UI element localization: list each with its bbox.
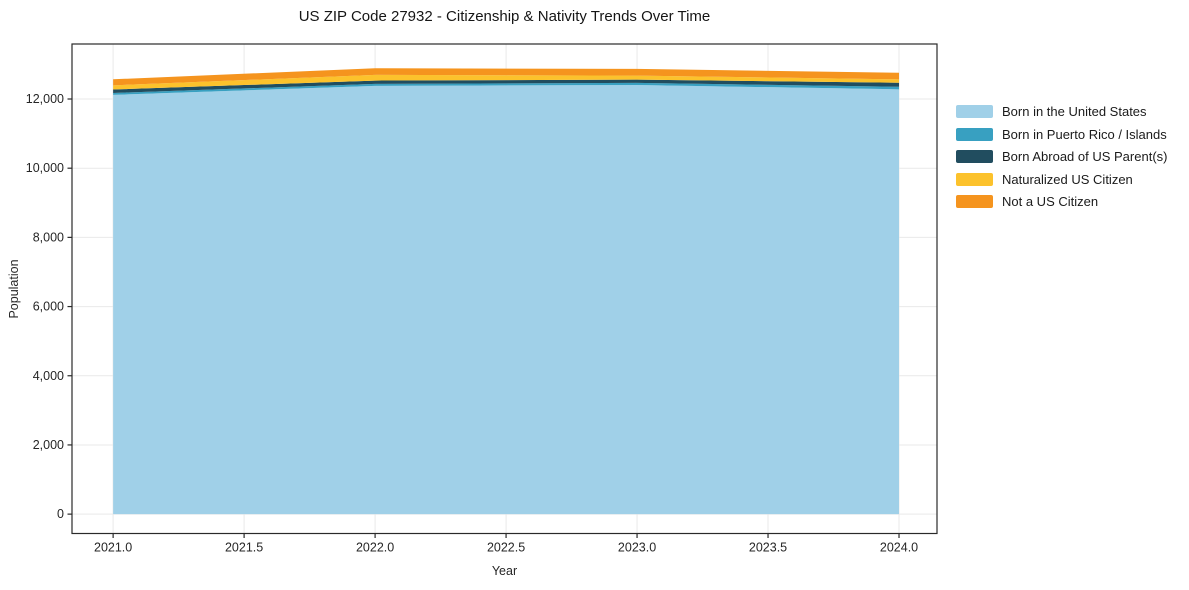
area-series-4 <box>113 68 900 86</box>
legend-swatch-born-abroad <box>956 150 993 163</box>
y-tick-label: 0 <box>57 507 64 521</box>
x-tick-label: 2023.5 <box>749 540 787 554</box>
y-tick-label: 2,000 <box>33 438 64 452</box>
area-series-1 <box>113 82 900 95</box>
legend-item-not-citizen: Not a US Citizen <box>956 194 1167 209</box>
x-tick-label: 2024.0 <box>880 540 918 554</box>
chart-title: US ZIP Code 27932 - Citizenship & Nativi… <box>298 8 711 25</box>
y-tick-label: 4,000 <box>33 369 64 383</box>
area-series-2 <box>113 79 900 93</box>
y-tick-label: 8,000 <box>33 230 64 244</box>
legend-item-born-pr: Born in Puerto Rico / Islands <box>956 126 1167 142</box>
legend-label: Naturalized US Citizen <box>1002 171 1133 187</box>
area-series-0 <box>113 84 900 515</box>
y-tick-label: 6,000 <box>33 300 64 314</box>
legend-swatch-born-us <box>956 105 993 118</box>
x-tick-label: 2023.0 <box>618 540 656 554</box>
x-tick-label: 2022.5 <box>487 540 525 554</box>
legend-item-born-us: Born in the United States <box>956 104 1167 119</box>
plot-border <box>71 43 938 535</box>
legend-swatch-not-citizen <box>956 195 993 208</box>
area-series-3 <box>113 74 900 90</box>
x-axis-label: Year <box>491 564 518 578</box>
y-tick-label: 12,000 <box>26 92 64 106</box>
legend-item-naturalized: Naturalized US Citizen <box>956 171 1167 187</box>
x-tick-label: 2022.0 <box>356 540 394 554</box>
legend-label: Born Abroad of US Parent(s) <box>1002 149 1168 164</box>
y-tick-label: 10,000 <box>26 161 64 175</box>
legend-label: Not a US Citizen <box>1002 194 1099 209</box>
legend-item-born-abroad: Born Abroad of US Parent(s) <box>956 149 1168 164</box>
x-tick-label: 2021.5 <box>225 540 263 554</box>
legend-swatch-born-pr <box>956 127 993 141</box>
x-tick-label: 2021.0 <box>94 540 132 554</box>
legend-swatch-naturalized <box>956 172 993 186</box>
legend-label: Born in Puerto Rico / Islands <box>1002 126 1167 142</box>
y-axis-label: Population <box>7 259 21 319</box>
legend: Born in the United States Born in Puerto… <box>956 104 1168 218</box>
legend-label: Born in the United States <box>1002 104 1147 119</box>
